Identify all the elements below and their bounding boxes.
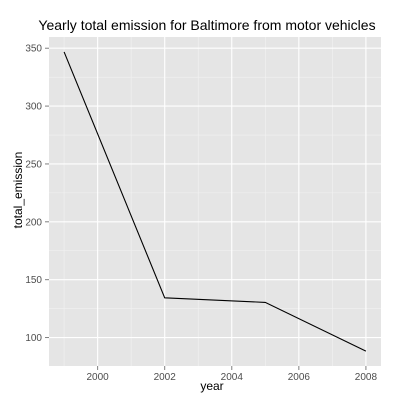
- y-axis-title: total_emission: [11, 152, 25, 229]
- y-tick-label: 350: [25, 44, 42, 55]
- x-tick-label: 2004: [221, 372, 244, 383]
- series-line: [63, 51, 367, 352]
- y-axis-ticks: 100 150 200 250 300 350: [25, 44, 49, 344]
- x-tick-label: 2002: [154, 372, 177, 383]
- y-tick-label: 200: [25, 217, 42, 228]
- chart-title: Yearly total emission for Baltimore from…: [38, 17, 375, 33]
- y-tick-label: 150: [25, 275, 42, 286]
- minor-gridlines: [49, 37, 381, 366]
- y-tick-label: 100: [25, 333, 42, 344]
- x-axis-ticks: 2000 2002 2004 2006 2008: [87, 366, 378, 383]
- x-tick-label: 2006: [288, 372, 311, 383]
- x-tick-label: 2008: [355, 372, 378, 383]
- x-axis-title: year: [200, 379, 223, 393]
- y-tick-label: 250: [25, 159, 42, 170]
- y-tick-label: 300: [25, 102, 42, 113]
- major-gridlines: [49, 37, 381, 366]
- plot-panel: [49, 37, 381, 366]
- x-tick-label: 2000: [87, 372, 110, 383]
